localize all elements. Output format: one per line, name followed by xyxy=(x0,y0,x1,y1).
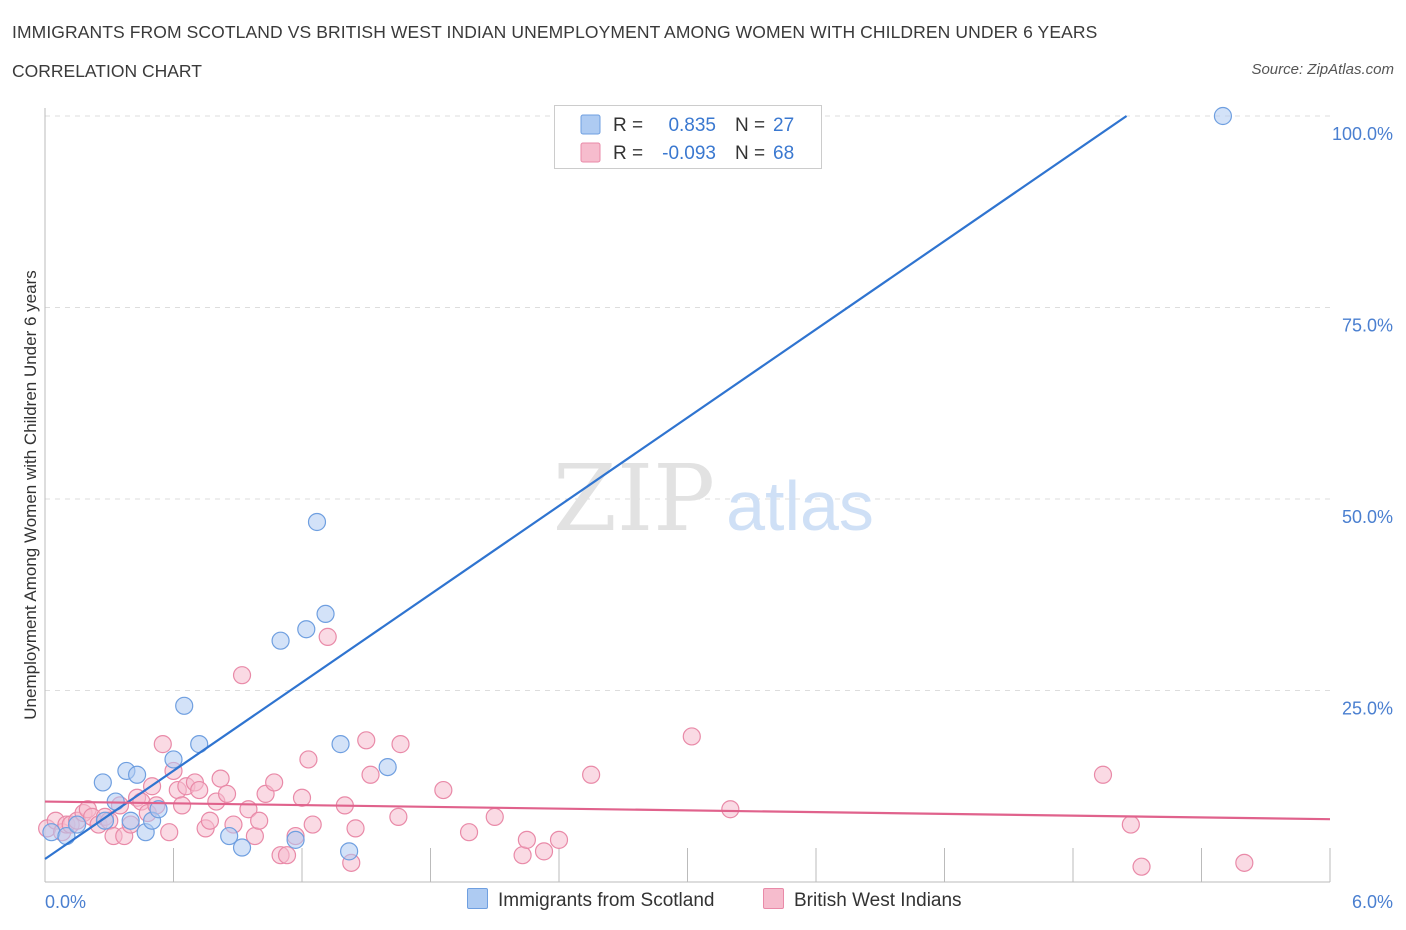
trend-line-scotland xyxy=(44,115,1128,860)
point-scotland xyxy=(95,811,115,830)
point-scotland xyxy=(331,735,350,754)
point-british-west-indians xyxy=(346,819,365,838)
point-scotland xyxy=(220,826,239,846)
point-british-west-indians xyxy=(299,750,318,769)
point-scotland xyxy=(93,773,112,792)
y-tick-label: 100.0% xyxy=(1332,124,1393,144)
legend-n-value-blue: 27 xyxy=(773,115,794,136)
watermark-zip: ZIP xyxy=(553,445,715,552)
legend-swatch-pink xyxy=(580,142,601,163)
y-tick-label: 75.0% xyxy=(1342,316,1393,336)
point-british-west-indians xyxy=(1121,815,1140,834)
chart-subtitle: CORRELATION CHART xyxy=(12,61,202,81)
watermark-atlas: atlas xyxy=(726,467,874,545)
legend-swatch-bwi xyxy=(763,888,784,909)
point-british-west-indians xyxy=(153,735,172,754)
y-tick-label: 25.0% xyxy=(1342,699,1393,719)
axes xyxy=(44,108,1331,883)
point-british-west-indians xyxy=(160,823,179,842)
point-british-west-indians xyxy=(211,769,230,788)
legend-n-label-pink: N = xyxy=(735,143,765,164)
y-tick-label: 50.0% xyxy=(1342,507,1393,527)
legend-r-label-blue: R = xyxy=(613,115,643,136)
point-british-west-indians xyxy=(534,842,554,861)
point-british-west-indians xyxy=(517,830,536,849)
point-scotland xyxy=(121,811,140,830)
point-scotland xyxy=(127,765,147,784)
x-tick-label-min: 0.0% xyxy=(45,892,86,912)
point-scotland xyxy=(271,631,290,650)
point-british-west-indians xyxy=(513,846,532,865)
point-scotland xyxy=(340,842,359,861)
legend-r-value-pink: -0.093 xyxy=(662,143,716,164)
point-british-west-indians xyxy=(217,784,237,804)
y-axis-label-svg: Unemployment Among Women with Children U… xyxy=(21,270,40,719)
point-british-west-indians xyxy=(391,735,410,754)
point-british-west-indians xyxy=(682,727,701,746)
point-british-west-indians xyxy=(582,765,601,784)
point-scotland xyxy=(1213,106,1233,126)
legend-item-scotland: Immigrants from Scotland xyxy=(467,888,714,912)
legend-r-value-blue: 0.835 xyxy=(668,115,716,136)
point-scotland xyxy=(307,512,327,532)
point-scotland xyxy=(297,620,316,639)
point-british-west-indians xyxy=(250,811,269,830)
legend-swatch-scotland xyxy=(467,888,488,909)
point-british-west-indians xyxy=(549,830,569,849)
point-scotland xyxy=(149,800,168,819)
point-british-west-indians xyxy=(357,731,376,750)
watermark: ZIP atlas xyxy=(553,445,874,552)
legend-n-label-blue: N = xyxy=(735,115,765,136)
point-british-west-indians xyxy=(721,800,740,819)
point-british-west-indians xyxy=(434,780,453,800)
point-british-west-indians xyxy=(172,796,192,815)
legend-label-scotland: Immigrants from Scotland xyxy=(498,890,715,911)
point-scotland xyxy=(68,815,87,834)
point-scotland xyxy=(42,823,61,842)
point-british-west-indians xyxy=(318,627,337,646)
point-british-west-indians xyxy=(190,780,209,800)
point-british-west-indians xyxy=(1132,857,1151,876)
point-british-west-indians xyxy=(1093,765,1113,784)
point-british-west-indians xyxy=(485,807,504,826)
point-scotland xyxy=(232,838,252,857)
stats-legend-svg: R = 0.835 N = 27 R = -0.093 N = 68 xyxy=(580,114,794,164)
point-scotland xyxy=(286,830,305,849)
chart-title: IMMIGRANTS FROM SCOTLAND VS BRITISH WEST… xyxy=(12,22,1098,42)
legend-label-bwi: British West Indians xyxy=(794,890,962,911)
point-british-west-indians xyxy=(265,773,284,792)
tick-labels: 25.0% 50.0% 75.0% 100.0% 0.0% 6.0% xyxy=(45,124,1393,912)
point-british-west-indians xyxy=(277,846,297,865)
point-scotland xyxy=(378,757,397,777)
point-scotland xyxy=(316,604,335,624)
point-british-west-indians xyxy=(303,815,322,834)
point-british-west-indians xyxy=(292,788,312,807)
point-british-west-indians xyxy=(1235,853,1254,872)
legend-n-value-pink: 68 xyxy=(773,143,794,164)
point-british-west-indians xyxy=(361,765,380,784)
trend-line-british-west-indians xyxy=(44,800,1331,821)
trend-lines xyxy=(44,115,1331,860)
y-axis-label: Unemployment Among Women with Children U… xyxy=(21,270,40,719)
y-axis-label-container: Unemployment Among Women with Children U… xyxy=(18,105,42,885)
point-british-west-indians xyxy=(389,807,408,826)
source-attribution: Source: ZipAtlas.com xyxy=(1251,61,1394,78)
legend-r-label-pink: R = xyxy=(613,143,643,164)
point-scotland xyxy=(175,696,194,715)
legend-item-bwi: British West Indians xyxy=(763,888,962,912)
point-scotland xyxy=(164,750,183,769)
point-british-west-indians xyxy=(459,823,479,842)
stats-legend: R = 0.835 N = 27 R = -0.093 N = 68 xyxy=(554,105,822,169)
grid-lines xyxy=(45,115,1330,691)
point-british-west-indians xyxy=(232,666,252,685)
x-tick-label-max: 6.0% xyxy=(1352,892,1393,912)
legend-swatch-blue xyxy=(580,114,601,135)
point-british-west-indians xyxy=(200,811,220,830)
